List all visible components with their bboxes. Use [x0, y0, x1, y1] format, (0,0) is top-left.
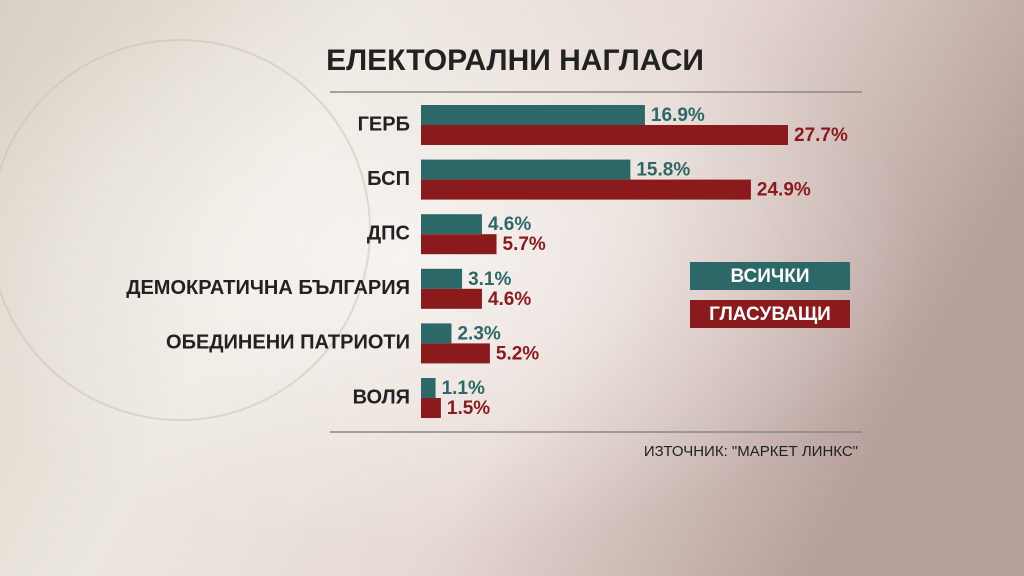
chart-title: ЕЛЕКТОРАЛНИ НАГЛАСИ — [326, 44, 704, 77]
value-label: 2.3% — [457, 323, 500, 344]
bar — [421, 288, 482, 309]
value-label: 1.1% — [442, 378, 485, 399]
bar — [421, 125, 789, 145]
value-label: 27.7% — [794, 125, 848, 146]
source-note: ИЗТОЧНИК: "МАРКЕТ ЛИНКС" — [644, 443, 858, 460]
category-label: ВОЛЯ — [353, 386, 410, 408]
value-label: 5.2% — [496, 343, 539, 364]
bar — [421, 234, 497, 255]
legend-swatch — [690, 300, 850, 328]
category-label: БСП — [367, 168, 410, 190]
value-label: 3.1% — [468, 269, 511, 290]
value-label: 1.5% — [447, 398, 490, 419]
value-label: 24.9% — [757, 180, 811, 201]
legend-swatch — [690, 262, 850, 290]
category-label: ОБЕДИНЕНИ ПАТРИОТИ — [166, 332, 410, 354]
category-label: ГЕРБ — [358, 113, 410, 135]
legend-label: ВСИЧКИ — [731, 266, 810, 287]
bar — [421, 179, 751, 200]
bar — [421, 398, 441, 418]
category-label: ДПС — [367, 222, 410, 244]
value-label: 5.7% — [503, 234, 546, 255]
globe-decoration — [0, 39, 371, 421]
value-label: 16.9% — [651, 105, 705, 126]
bar — [421, 214, 482, 235]
bar — [421, 159, 631, 180]
value-label: 4.6% — [488, 214, 531, 235]
category-label: ДЕМОКРАТИЧНА БЪЛГАРИЯ — [126, 277, 410, 299]
bar — [421, 343, 490, 364]
bar — [421, 378, 436, 398]
bar — [421, 323, 452, 344]
legend-label: ГЛАСУВАЩИ — [709, 304, 831, 325]
bar — [421, 105, 645, 125]
value-label: 15.8% — [636, 160, 690, 181]
value-label: 4.6% — [488, 289, 531, 310]
bar — [421, 268, 463, 289]
